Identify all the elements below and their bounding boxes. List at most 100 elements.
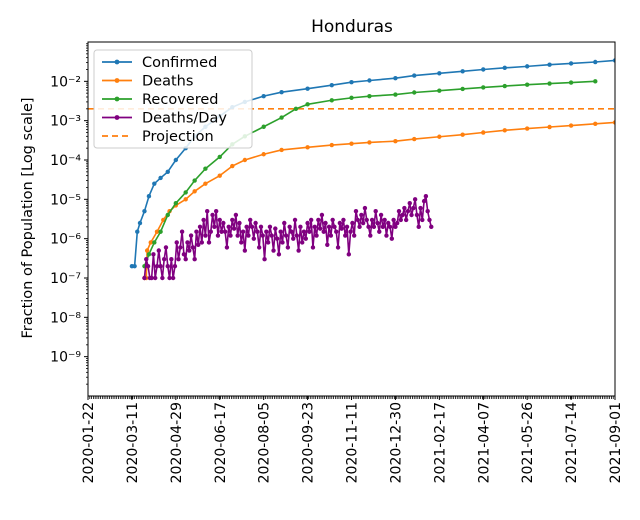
deaths-day-point-76 bbox=[278, 229, 283, 234]
deaths-day-point-61 bbox=[251, 236, 257, 241]
deaths-day-point-9 bbox=[158, 263, 163, 269]
deaths-day-point-150 bbox=[411, 205, 416, 211]
legend-item-deaths: Deaths bbox=[102, 74, 193, 90]
y-tick-label-3: 10⁻⁶ bbox=[50, 232, 81, 248]
deaths-day-point-128 bbox=[371, 224, 377, 230]
confirmed-point-32 bbox=[612, 58, 615, 63]
legend-marker-deaths bbox=[114, 78, 120, 83]
deaths-day-point-153 bbox=[416, 224, 421, 230]
recovered-point-18 bbox=[367, 93, 372, 99]
deaths-day-point-73 bbox=[273, 226, 278, 231]
x-tick-label-5: 2020-09-23 bbox=[301, 402, 317, 483]
legend-label-confirmed: Confirmed bbox=[142, 55, 217, 71]
confirmed-point-19 bbox=[329, 82, 334, 88]
confirmed-point-16 bbox=[261, 93, 266, 99]
x-tick-label-8: 2021-02-17 bbox=[432, 402, 448, 483]
deaths-day-point-54 bbox=[239, 240, 244, 245]
y-tick-label-4: 10⁻⁵ bbox=[50, 192, 81, 208]
deaths-day-point-85 bbox=[294, 233, 300, 238]
deaths-day-point-133 bbox=[380, 224, 386, 230]
confirmed-point-1 bbox=[132, 263, 137, 269]
deaths-day-point-47 bbox=[226, 224, 231, 230]
deaths-point-25 bbox=[502, 128, 507, 133]
deaths-day-point-81 bbox=[287, 224, 292, 230]
deaths-day-point-129 bbox=[373, 208, 378, 214]
recovered-point-24 bbox=[502, 83, 507, 89]
deaths-day-point-152 bbox=[414, 212, 420, 218]
deaths-day-point-156 bbox=[421, 198, 427, 204]
deaths-day-point-122 bbox=[360, 220, 366, 226]
confirmed-point-6 bbox=[152, 181, 157, 186]
y-tick-label-6: 10⁻³ bbox=[50, 114, 81, 130]
deaths-day-point-123 bbox=[362, 205, 368, 211]
recovered-point-8 bbox=[203, 166, 208, 171]
recovered-point-26 bbox=[547, 81, 552, 86]
deaths-point-28 bbox=[568, 123, 574, 128]
confirmed-point-8 bbox=[165, 169, 170, 175]
legend: Confirmed Deaths Recovered Deaths/Day Projec… bbox=[93, 49, 253, 149]
deaths-day-point-17 bbox=[172, 263, 178, 269]
x-tick-label-3: 2020-06-17 bbox=[213, 402, 229, 483]
recovered-point-15 bbox=[305, 102, 310, 107]
confirmed-point-31 bbox=[593, 59, 598, 65]
deaths-day-point-80 bbox=[285, 245, 291, 250]
deaths-day-point-159 bbox=[427, 217, 432, 223]
deaths-day-point-110 bbox=[339, 226, 344, 231]
legend-item-confirmed: Confirmed bbox=[102, 55, 217, 71]
deaths-day-point-157 bbox=[423, 194, 429, 199]
deaths-point-20 bbox=[393, 139, 398, 144]
y-tick-label-0: 10⁻⁹ bbox=[50, 350, 81, 366]
deaths-day-point-116 bbox=[350, 220, 355, 226]
deaths-day-point-130 bbox=[375, 220, 380, 226]
deaths-day-point-99 bbox=[319, 212, 325, 218]
recovered-point-4 bbox=[165, 212, 170, 218]
deaths-day-point-139 bbox=[391, 217, 396, 223]
y-tick-label-7: 10⁻² bbox=[50, 74, 81, 90]
recovered-point-5 bbox=[173, 200, 179, 206]
legend-label-recovered: Recovered bbox=[142, 92, 218, 108]
deaths-day-point-148 bbox=[407, 200, 412, 206]
axis-layer: 2020-01-22 2020-03-11 2020-04-29 2020-06-17… bbox=[50, 43, 624, 483]
legend-item-deaths-day: Deaths/Day bbox=[102, 111, 227, 127]
deaths-day-point-0 bbox=[142, 275, 147, 281]
deaths-day-point-83 bbox=[291, 236, 296, 241]
deaths-day-point-114 bbox=[346, 252, 352, 257]
deaths-day-point-154 bbox=[418, 205, 423, 211]
deaths-day-point-137 bbox=[387, 224, 393, 230]
confirmed-point-3 bbox=[137, 220, 143, 226]
legend-item-projection: Projection bbox=[102, 129, 214, 145]
deaths-day-point-160 bbox=[429, 224, 434, 230]
deaths-day-point-12 bbox=[163, 245, 169, 250]
confirmed-point-20 bbox=[349, 80, 354, 85]
deaths-day-point-23 bbox=[183, 257, 188, 262]
confirmed-point-18 bbox=[305, 86, 310, 91]
deaths-day-point-11 bbox=[161, 257, 167, 262]
deaths-day-point-2 bbox=[145, 263, 151, 269]
confirmed-point-24 bbox=[437, 71, 442, 76]
deaths-day-point-67 bbox=[262, 257, 267, 262]
deaths-day-point-120 bbox=[357, 224, 362, 230]
recovered-point-22 bbox=[460, 86, 465, 92]
y-tick-label-2: 10⁻⁷ bbox=[50, 271, 81, 287]
deaths-day-point-35 bbox=[205, 208, 210, 214]
deaths-day-point-78 bbox=[282, 220, 287, 226]
deaths-day-point-20 bbox=[178, 245, 183, 250]
x-tick-label-10: 2021-05-26 bbox=[520, 402, 536, 483]
deaths-day-point-95 bbox=[312, 224, 317, 230]
recovered-point-3 bbox=[158, 229, 163, 234]
deaths-day-point-31 bbox=[197, 224, 203, 230]
deaths-point-13 bbox=[242, 157, 248, 163]
deaths-day-point-111 bbox=[341, 217, 346, 223]
legend-marker-confirmed bbox=[114, 59, 120, 65]
deaths-day-point-26 bbox=[188, 233, 194, 238]
deaths-day-point-28 bbox=[192, 257, 197, 262]
deaths-day-point-46 bbox=[224, 245, 230, 250]
deaths-day-point-56 bbox=[242, 248, 248, 253]
x-tick-label-1: 2020-03-11 bbox=[125, 402, 141, 483]
deaths-day-point-90 bbox=[303, 236, 308, 241]
deaths-day-point-53 bbox=[237, 220, 242, 226]
deaths-day-point-138 bbox=[389, 236, 395, 241]
deaths-day-point-87 bbox=[298, 224, 303, 230]
y-tick-label-1: 10⁻⁸ bbox=[50, 310, 81, 326]
